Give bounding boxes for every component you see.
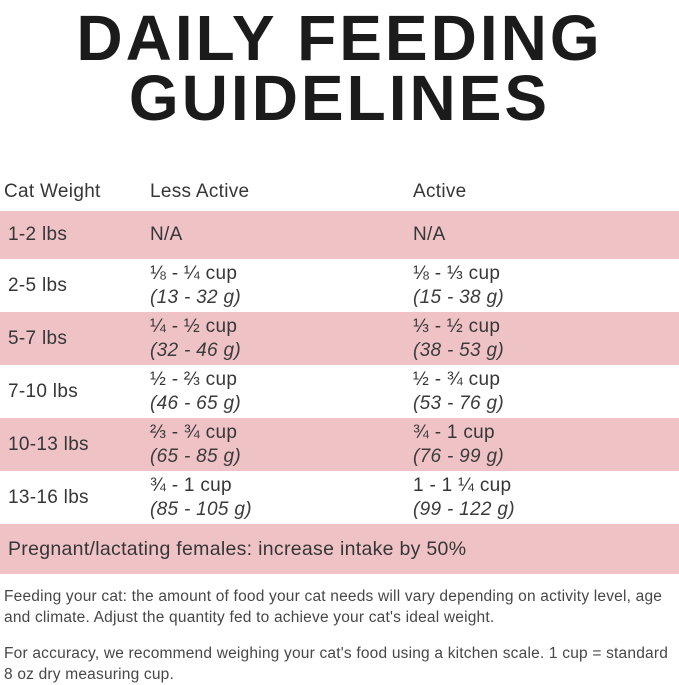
cups-value: ¾ - 1 cup [150,474,232,496]
footnote-paragraph-feeding: Feeding your cat: the amount of food you… [4,588,663,626]
grams-value: (46 - 65 g) [150,392,241,414]
less-active-cell: ⅔ - ¾ cup (65 - 85 g) [150,421,413,469]
active-cell: ⅛ - ⅓ cup (15 - 38 g) [413,262,679,310]
grams-value: (65 - 85 g) [150,445,241,467]
weight-cell: 10-13 lbs [8,433,89,455]
header-less-active: Less Active [150,181,250,202]
less-active-cell: ⅛ - ¼ cup (13 - 32 g) [150,262,413,310]
header-cat-weight: Cat Weight [4,181,101,202]
active-cell: N/A [413,223,679,247]
table-row: 5-7 lbs ¼ - ½ cup (32 - 46 g) ⅓ - ½ cup … [0,312,679,365]
cups-value: N/A [150,224,183,245]
table-row: 7-10 lbs ½ - ⅔ cup (46 - 65 g) ½ - ¾ cup… [0,365,679,418]
cups-value: ⅔ - ¾ cup [150,421,238,443]
weight-cell: 5-7 lbs [8,327,68,349]
active-cell: 1 - 1 ¼ cup (99 - 122 g) [413,474,679,522]
weight-cell: 2-5 lbs [8,274,68,296]
less-active-cell: ½ - ⅔ cup (46 - 65 g) [150,368,413,416]
cups-value: ⅓ - ½ cup [413,315,501,337]
less-active-cell: ¾ - 1 cup (85 - 105 g) [150,474,413,522]
grams-value: (38 - 53 g) [413,339,504,361]
feeding-table: Cat Weight Less Active Active 1-2 lbs N/… [0,180,679,574]
page-title-line1: DAILY FEEDING [76,2,603,74]
weight-cell: 13-16 lbs [8,486,89,508]
weight-cell: 1-2 lbs [8,224,68,245]
active-cell: ¾ - 1 cup (76 - 99 g) [413,421,679,469]
grams-value: (15 - 38 g) [413,286,504,308]
less-active-cell: N/A [150,223,413,247]
active-cell: ½ - ¾ cup (53 - 76 g) [413,368,679,416]
cups-value: ⅛ - ⅓ cup [413,262,501,284]
active-cell: ⅓ - ½ cup (38 - 53 g) [413,315,679,363]
grams-value: (99 - 122 g) [413,498,515,520]
page-title: DAILY FEEDING GUIDELINES [0,0,679,134]
cups-value: N/A [413,224,446,245]
grams-value: (53 - 76 g) [413,392,504,414]
grams-value: (32 - 46 g) [150,339,241,361]
footnote-paragraph-accuracy: For accuracy, we recommend weighing your… [4,645,669,683]
cups-value: ½ - ⅔ cup [150,368,238,390]
page-title-line2: GUIDELINES [128,62,551,134]
weight-cell: 7-10 lbs [8,380,78,402]
pregnant-lactating-note: Pregnant/lactating females: increase int… [8,537,467,560]
cups-value: ⅛ - ¼ cup [150,262,238,284]
cups-value: 1 - 1 ¼ cup [413,474,512,496]
footnotes: Feeding your cat: the amount of food you… [0,586,679,685]
table-row: 2-5 lbs ⅛ - ¼ cup (13 - 32 g) ⅛ - ⅓ cup … [0,259,679,312]
pregnant-lactating-note-row: Pregnant/lactating females: increase int… [0,524,679,574]
table-row: 1-2 lbs N/A N/A [0,211,679,259]
header-active: Active [413,181,467,202]
grams-value: (85 - 105 g) [150,498,252,520]
cups-value: ¼ - ½ cup [150,315,238,337]
table-row: 10-13 lbs ⅔ - ¾ cup (65 - 85 g) ¾ - 1 cu… [0,418,679,471]
grams-value: (13 - 32 g) [150,286,241,308]
grams-value: (76 - 99 g) [413,445,504,467]
table-row: 13-16 lbs ¾ - 1 cup (85 - 105 g) 1 - 1 ¼… [0,471,679,524]
cups-value: ¾ - 1 cup [413,421,495,443]
cups-value: ½ - ¾ cup [413,368,501,390]
less-active-cell: ¼ - ½ cup (32 - 46 g) [150,315,413,363]
table-header-row: Cat Weight Less Active Active [0,180,679,204]
